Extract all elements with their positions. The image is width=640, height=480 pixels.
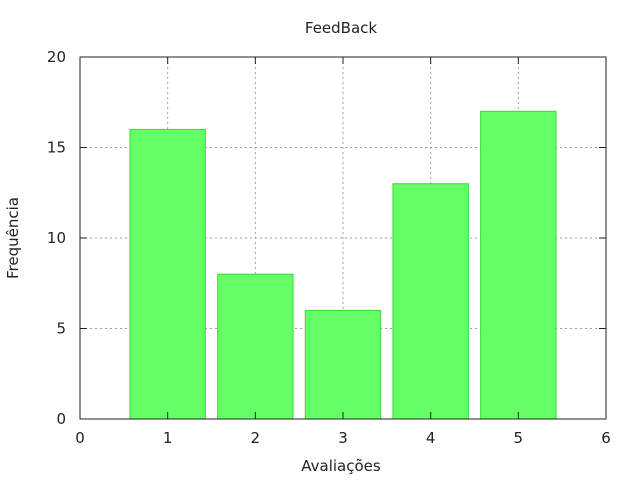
chart-title: FeedBack [305, 19, 378, 37]
x-tick-label: 6 [601, 429, 611, 447]
x-tick-label: 0 [75, 429, 85, 447]
labels-layer: 0 1 2 3 4 5 6 0 5 10 15 20 [47, 48, 611, 447]
y-tick-label: 15 [47, 139, 66, 157]
y-axis-label: Frequência [4, 197, 22, 279]
bar-rating-5 [480, 110, 557, 420]
bars-layer [129, 110, 557, 420]
x-tick-label: 5 [514, 429, 524, 447]
x-tick-label: 4 [426, 429, 436, 447]
y-tick-label: 0 [56, 410, 66, 428]
bar-rating-4 [392, 183, 469, 420]
bar-rating-3 [304, 309, 382, 420]
y-tick-label: 5 [56, 320, 66, 338]
x-tick-label: 3 [338, 429, 348, 447]
x-tick-label: 2 [251, 429, 261, 447]
x-tick-label: 1 [163, 429, 173, 447]
y-tick-label: 10 [47, 229, 66, 247]
ticks-layer [79, 56, 607, 420]
y-tick-label: 20 [47, 48, 66, 66]
bar-rating-1 [129, 128, 206, 420]
bar-rating-2 [217, 273, 294, 420]
x-axis-label: Avaliações [301, 457, 381, 475]
